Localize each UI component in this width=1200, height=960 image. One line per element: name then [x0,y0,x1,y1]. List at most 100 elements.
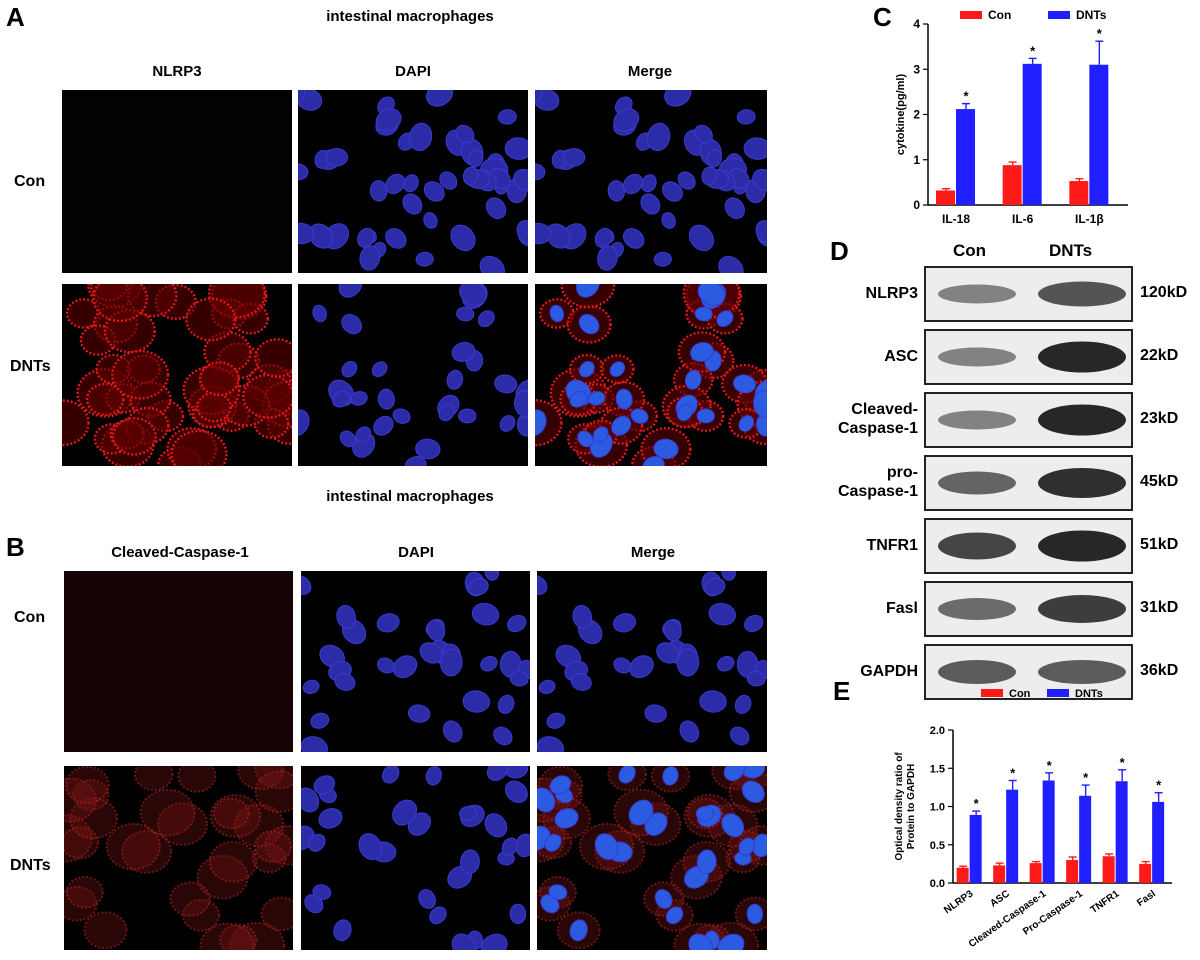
nucleus [429,906,447,925]
nucleus [423,181,445,202]
bar [1102,856,1115,883]
nucleus [699,690,727,713]
cytoplasm-stain [237,766,284,791]
cytoplasm-stain [62,399,90,447]
nucleus [716,310,734,328]
bar [1139,863,1152,883]
nucleus [755,220,767,244]
cytoplasm-stain [65,875,104,909]
nucleus [661,181,683,202]
nucleus [318,808,343,829]
nucleus [477,310,495,328]
nucleus [578,313,600,335]
protein-band [1038,530,1126,562]
cytoplasm-stain [185,297,237,342]
blot-protein-label: ASC [884,348,918,365]
nucleus [537,787,556,813]
nucleus [665,906,684,925]
nucleus [701,166,718,186]
nucleus [325,148,349,167]
nucleus [549,304,565,323]
nucleus [546,712,566,729]
blot-strip [924,455,1133,511]
nucleus [514,390,528,418]
nucleus [298,90,306,103]
x-tick-label: Fasl [1135,888,1158,909]
nucleus [418,889,436,909]
panel-a-letter: A [6,2,25,32]
nucleus [459,284,487,306]
significance-star: * [1120,755,1126,770]
blot-strip [924,392,1133,448]
nucleus [440,648,463,677]
nucleus [371,361,388,377]
nucleus [646,122,671,152]
nucleus [439,171,458,190]
panel-b-row-dnts: DNTs [10,857,51,874]
y-tick-label: 0.5 [930,840,945,852]
x-tick-label: TNFR1 [1089,888,1122,916]
nucleus [504,780,528,803]
panel-a-col-nlrp3: NLRP3 [152,63,202,80]
nucleus [504,137,528,160]
y-tick-label: 1.0 [930,802,945,814]
nucleus [308,223,334,249]
panel-b-letter: B [6,532,25,562]
nucleus [618,766,636,784]
y-tick-label: 3 [913,62,920,76]
significance-star: * [963,89,969,104]
bar [936,190,955,205]
nucleus [622,173,644,195]
panel-a-col-dapi: DAPI [395,63,431,80]
nucleus [613,657,632,674]
y-tick-label: 0 [913,198,920,212]
protein-band [1038,404,1126,436]
cytoplasm-stain [68,797,118,840]
nucleus [455,124,475,144]
nucleus [451,342,476,362]
nucleus [426,90,454,107]
cytoplasm-stain [111,417,157,456]
x-tick-label: IL-1β [1075,212,1104,226]
y-tick-label: 4 [913,17,920,31]
image-a-dnts-dapi [298,284,528,466]
panel-b-col-dapi: DAPI [398,544,434,561]
y-tick-label: 1.5 [930,763,945,775]
nucleus [752,168,767,192]
nucleus [663,619,682,642]
nucleus [485,197,507,220]
nucleus [402,193,423,215]
blot-protein-label: GAPDH [860,663,918,680]
nucleus [721,813,745,838]
nucleus [688,224,715,252]
nucleus [298,409,310,437]
legend-label: DNTs [1076,8,1107,22]
panel-b-row-con: Con [14,609,46,626]
image-b-dnts-caspase [64,766,293,950]
nucleus [332,391,351,408]
nucleus [688,933,714,950]
image-a-con-dapi [298,90,528,273]
nucleus [468,149,484,168]
bar [1042,780,1055,883]
nucleus [587,391,606,406]
nucleus [535,163,546,181]
panel-c-letter: C [873,2,892,32]
cytoplasm-stain [199,922,255,950]
nucleus [706,149,722,168]
nucleus [642,456,665,466]
significance-star: * [1047,758,1053,773]
nucleus [696,408,715,424]
protein-band [938,532,1016,560]
bar [956,109,975,205]
image-b-con-caspase [64,571,293,752]
nucleus [746,903,764,925]
blot-mw-label: 51kD [1140,536,1179,553]
nucleus [497,694,515,714]
nucleus [718,255,744,273]
image-b-dnts-merge [537,766,767,950]
protein-band [938,347,1016,367]
blot-protein-label: Fasl [885,600,918,617]
bar [1022,63,1042,205]
significance-star: * [1010,765,1016,780]
